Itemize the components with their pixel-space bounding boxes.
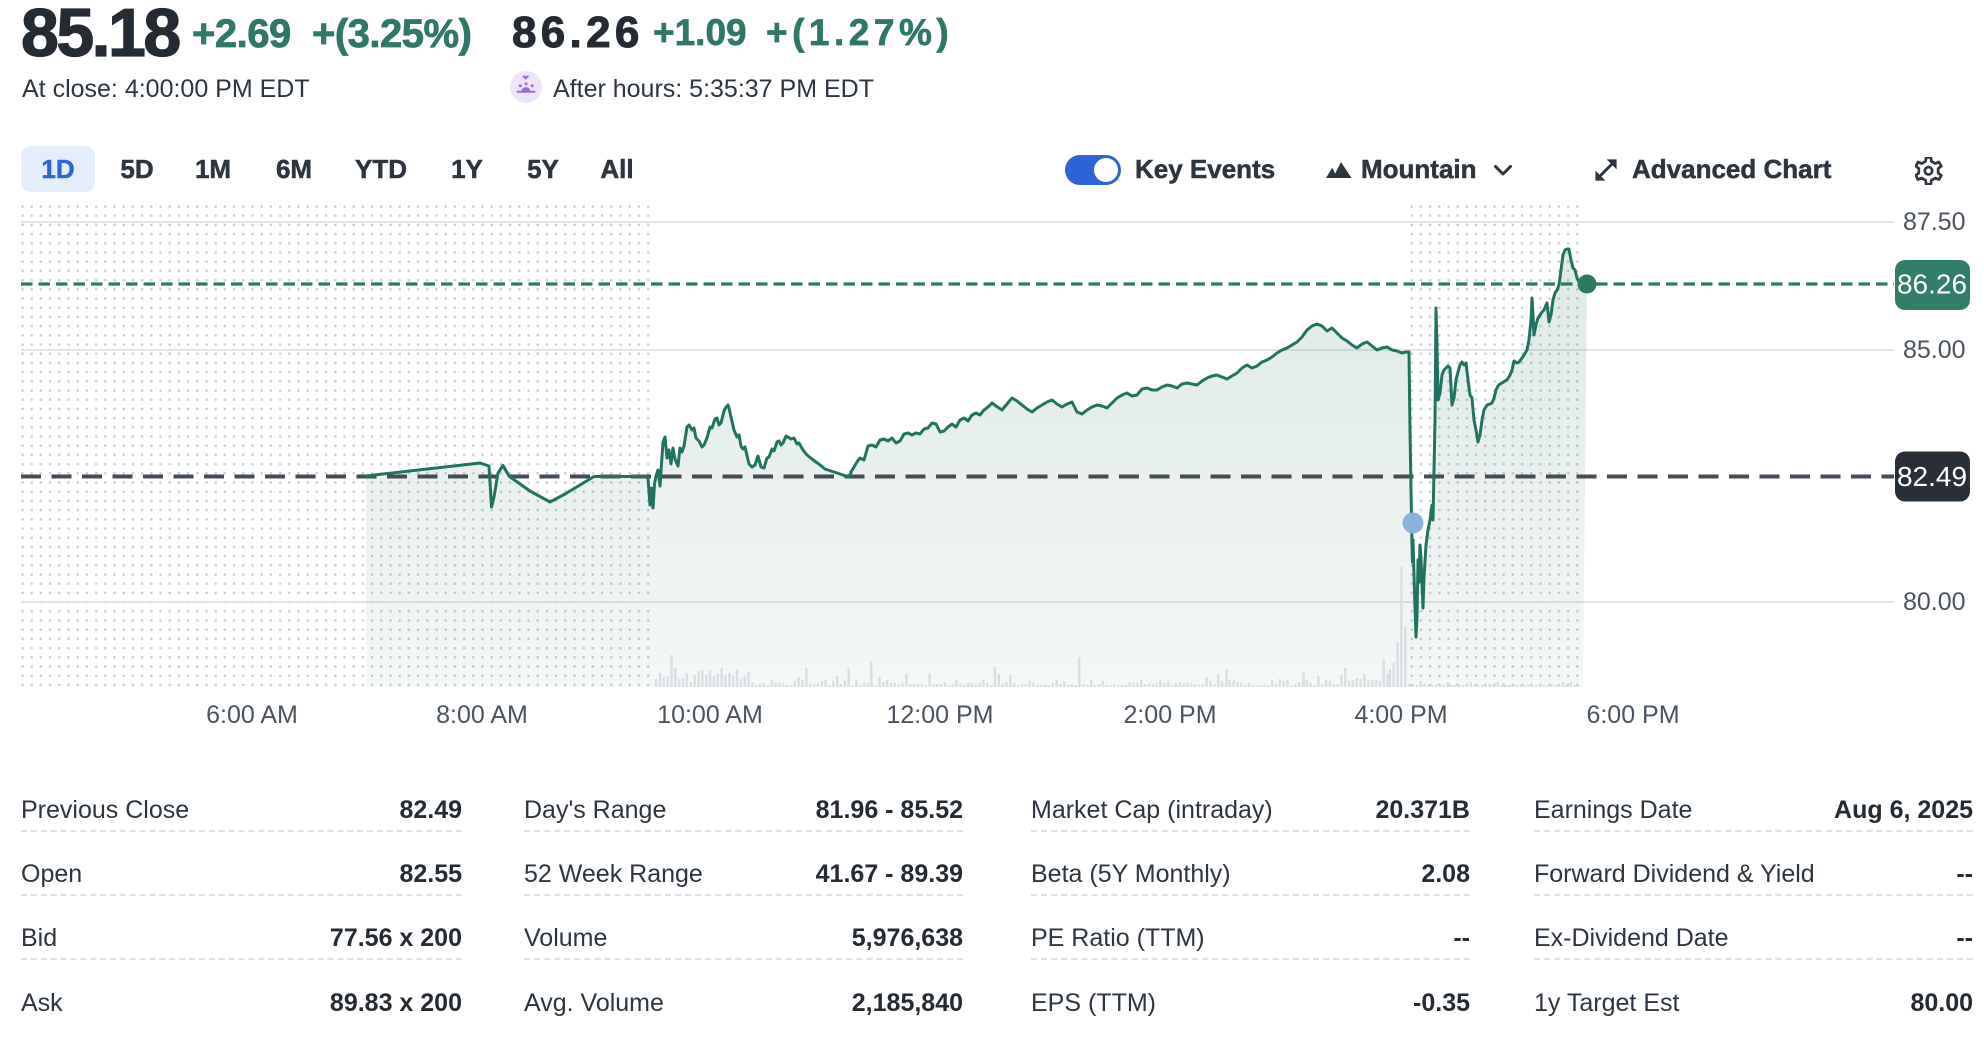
svg-text:87.50: 87.50 [1903, 208, 1966, 236]
svg-text:82.49: 82.49 [1897, 461, 1967, 492]
svg-text:12:00 PM: 12:00 PM [886, 701, 993, 729]
svg-text:4:00 PM: 4:00 PM [1354, 701, 1447, 729]
svg-text:2:00 PM: 2:00 PM [1123, 701, 1216, 729]
svg-text:6:00 AM: 6:00 AM [206, 701, 298, 729]
svg-text:85.00: 85.00 [1903, 336, 1966, 364]
svg-text:86.26: 86.26 [1897, 269, 1967, 300]
svg-text:10:00 AM: 10:00 AM [657, 701, 763, 729]
svg-text:80.00: 80.00 [1903, 588, 1966, 616]
svg-text:6:00 PM: 6:00 PM [1586, 701, 1679, 729]
svg-text:8:00 AM: 8:00 AM [436, 701, 528, 729]
